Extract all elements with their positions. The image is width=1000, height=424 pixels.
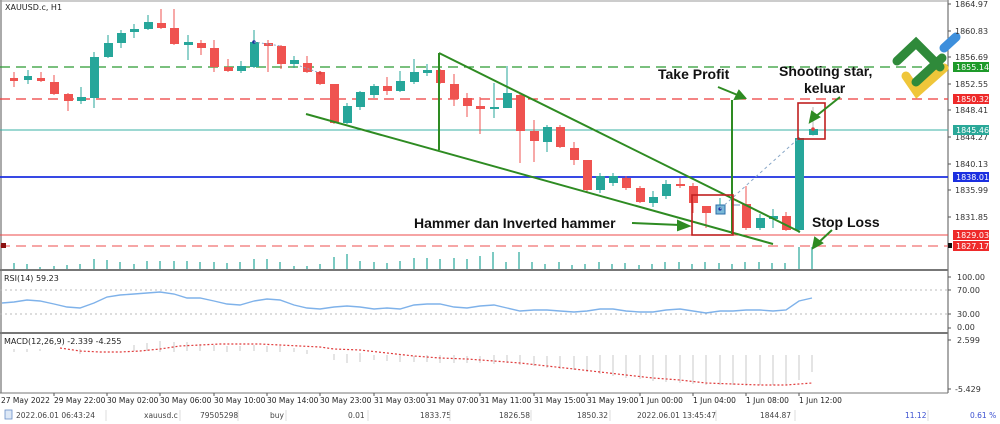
trade-row-icon	[4, 409, 13, 420]
shooting-star-annotation-line2: keluar	[804, 80, 846, 96]
svg-text:70.00: 70.00	[957, 286, 980, 295]
svg-text:30.00: 30.00	[957, 310, 980, 319]
svg-text:1 Jun 08:00: 1 Jun 08:00	[746, 396, 789, 405]
svg-text:31 May 11:00: 31 May 11:00	[480, 396, 532, 405]
svg-text:2.599: 2.599	[957, 336, 980, 345]
take-profit-annotation: Take Profit	[658, 66, 730, 82]
macd-histogram	[13, 341, 813, 386]
price-label-tp: 1850.32	[956, 95, 989, 104]
svg-text:30 May 10:00: 30 May 10:00	[214, 396, 266, 405]
shooting-star-annotation: Shooting star,	[779, 63, 872, 79]
svg-text:1860.83: 1860.83	[955, 27, 988, 36]
stop-loss-annotation: Stop Loss	[812, 214, 880, 230]
rsi-panel[interactable]: RSI(14) 59.23 100.00 70.00 30.00 0.00	[0, 273, 985, 334]
macd-title: MACD(12,26,9) -2.339 -4.255	[4, 337, 121, 346]
volume-bars	[13, 247, 813, 269]
price-axis: 1864.97 1860.83 1856.69 1852.55 1848.41 …	[948, 0, 989, 251]
svg-text:-5.429: -5.429	[955, 385, 981, 394]
trade-symbol: xauusd.c	[144, 411, 178, 420]
trade-open-time: 2022.06.01 06:43:24	[16, 411, 95, 420]
svg-text:1840.13: 1840.13	[955, 160, 988, 169]
svg-text:31 May 03:00: 31 May 03:00	[374, 396, 426, 405]
brand-logo-icon	[892, 32, 961, 99]
macd-signal-line	[59, 343, 813, 386]
svg-text:1856.69: 1856.69	[955, 53, 988, 62]
trade-change-percent: 0.61 %	[970, 411, 996, 420]
svg-text:1 Jun 04:00: 1 Jun 04:00	[693, 396, 736, 405]
trade-open-price: 1833.75	[420, 411, 451, 420]
trade-history-row[interactable]: 2022.06.01 06:43:24 xauusd.c 79505298 bu…	[0, 407, 1000, 424]
price-label-blue: 1838.01	[956, 173, 989, 182]
price-label-sl: 1827.17	[956, 242, 989, 251]
svg-text:1864.97: 1864.97	[955, 0, 988, 9]
svg-text:1852.55: 1852.55	[955, 80, 988, 89]
trade-close-time: 2022.06.01 13:45:47	[637, 411, 716, 420]
rsi-line	[1, 291, 813, 314]
macd-panel[interactable]: MACD(12,26,9) -2.339 -4.255 2.599 -5.429	[0, 336, 981, 394]
falling-wedge-pattern[interactable]	[305, 52, 801, 245]
svg-text:30 May 23:00: 30 May 23:00	[320, 396, 372, 405]
svg-text:1 Jun 12:00: 1 Jun 12:00	[799, 396, 842, 405]
trade-type: buy	[270, 411, 285, 420]
time-axis: 27 May 2022 29 May 22:00 30 May 02:00 30…	[1, 393, 842, 405]
svg-text:1831.85: 1831.85	[955, 213, 988, 222]
hammer-annotation: Hammer dan Inverted hammer	[414, 215, 616, 231]
shooting-star-highlight-box[interactable]	[797, 102, 826, 140]
svg-text:30 May 02:00: 30 May 02:00	[107, 396, 159, 405]
svg-text:1848.41: 1848.41	[955, 106, 988, 115]
svg-text:31 May 19:00: 31 May 19:00	[587, 396, 639, 405]
rsi-title: RSI(14) 59.23	[4, 274, 59, 283]
price-label-green: 1855.14	[956, 63, 989, 72]
svg-text:27 May 2022: 27 May 2022	[1, 396, 50, 405]
trade-tp: 1850.32	[577, 411, 608, 420]
trade-volume: 0.01	[348, 411, 365, 420]
svg-text:30 May 14:00: 30 May 14:00	[267, 396, 319, 405]
svg-text:29 May 22:00: 29 May 22:00	[54, 396, 106, 405]
trade-sl: 1826.58	[499, 411, 530, 420]
svg-text:30 May 06:00: 30 May 06:00	[160, 396, 212, 405]
svg-text:31 May 15:00: 31 May 15:00	[534, 396, 586, 405]
price-label-entry: 1829.03	[956, 231, 989, 240]
candlesticks[interactable]	[10, 9, 818, 233]
svg-text:100.00: 100.00	[957, 273, 985, 282]
annotation-arrows	[631, 86, 841, 250]
hammer-highlight-box[interactable]	[691, 194, 734, 236]
svg-text:1844.27: 1844.27	[955, 133, 988, 142]
trade-profit: 11.12	[905, 411, 927, 420]
svg-text:0.00: 0.00	[957, 323, 975, 332]
svg-text:31 May 07:00: 31 May 07:00	[427, 396, 479, 405]
svg-text:1 Jun 00:00: 1 Jun 00:00	[640, 396, 683, 405]
symbol-title: XAUUSD.c, H1	[5, 3, 62, 12]
svg-text:1835.99: 1835.99	[955, 186, 988, 195]
trade-ticket: 79505298	[200, 411, 238, 420]
price-label-teal: 1845.46	[956, 126, 989, 135]
trade-close-price: 1844.87	[760, 411, 791, 420]
